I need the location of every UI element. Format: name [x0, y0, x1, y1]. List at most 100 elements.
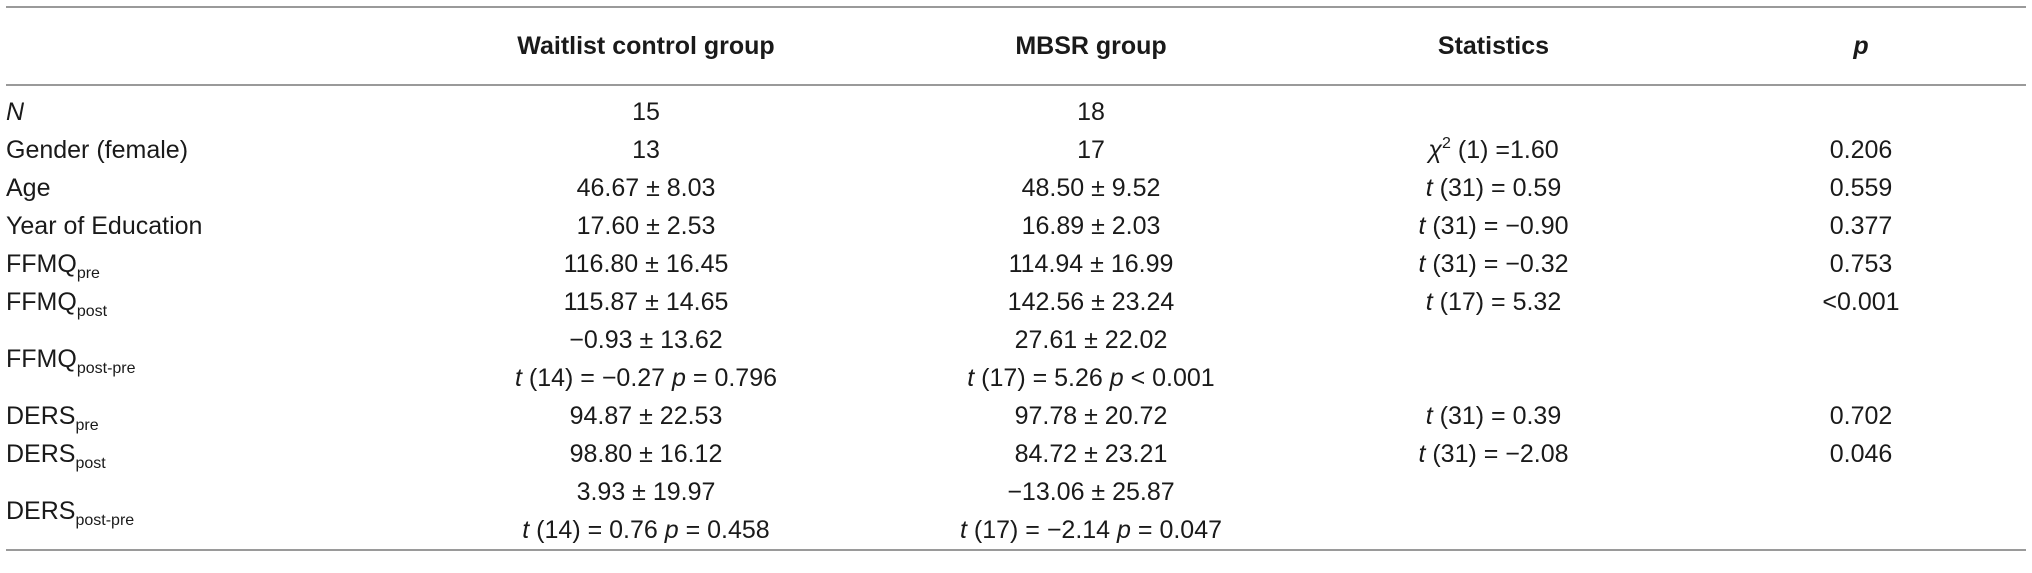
- table-row: Year of Education 17.60 ± 2.53 16.89 ± 2…: [6, 207, 2026, 245]
- row-label: DERSpost-pre: [6, 473, 401, 551]
- table-row: DERSpost 98.80 ± 16.12 84.72 ± 23.21 t (…: [6, 435, 2026, 473]
- label-subscript: post-pre: [76, 359, 136, 377]
- stat-value: (31) = 0.59: [1432, 173, 1562, 202]
- t-symbol: t: [1425, 287, 1433, 316]
- row-label: DERSpost: [6, 435, 401, 473]
- cell-p: 0.753: [1829, 249, 1893, 278]
- header-blank: [6, 6, 401, 86]
- cell-mbsr: 114.94 ± 16.99: [1008, 249, 1174, 278]
- table-row: FFMQpre 116.80 ± 16.45 114.94 ± 16.99 t …: [6, 245, 2026, 283]
- row-label: Age: [6, 173, 51, 202]
- stat-value: (31) = −0.90: [1425, 211, 1569, 240]
- label-subscript: pre: [75, 416, 99, 434]
- p-symbol: p: [672, 364, 686, 392]
- cell-statistics: t (31) = −2.08: [1291, 435, 1696, 473]
- cell-statistics: t (31) = −0.32: [1291, 245, 1696, 283]
- cell-waitlist: 17.60 ± 2.53: [576, 211, 716, 240]
- mean-sd: −0.93 ± 13.62: [569, 326, 723, 354]
- cell-p: [1696, 321, 2026, 397]
- stat-value: (17) = 5.32: [1432, 287, 1562, 316]
- cell-p: 0.046: [1829, 439, 1893, 468]
- stat-value: (1) =1.60: [1450, 135, 1559, 164]
- cell-mbsr: −13.06 ± 25.87 t (17) = −2.14 p = 0.047: [891, 473, 1291, 551]
- label-main: DERS: [6, 401, 76, 430]
- header-p: p: [1696, 6, 2026, 86]
- p-value: < 0.001: [1123, 364, 1215, 392]
- table-row: N 15 18: [6, 85, 2026, 131]
- cell-statistics: t (17) = 5.32: [1291, 283, 1696, 321]
- row-label: FFMQpost: [6, 283, 401, 321]
- p-value: = 0.796: [685, 364, 778, 392]
- cell-mbsr: 27.61 ± 22.02 t (17) = 5.26 p < 0.001: [891, 321, 1291, 397]
- cell-statistics: [1291, 473, 1696, 551]
- cell-mbsr: 17: [1077, 135, 1105, 164]
- cell-waitlist: 116.80 ± 16.45: [563, 249, 729, 278]
- demographics-table: Waitlist control group MBSR group Statis…: [6, 6, 2026, 551]
- label-main: FFMQ: [6, 249, 77, 278]
- header-waitlist: Waitlist control group: [401, 6, 891, 86]
- cell-mbsr: 16.89 ± 2.03: [1021, 211, 1161, 240]
- within-test: t (17) = −2.14 p = 0.047: [891, 511, 1291, 549]
- cell-mbsr: 142.56 ± 23.24: [1007, 287, 1175, 316]
- t-symbol: t: [514, 364, 522, 392]
- row-label: Gender (female): [6, 135, 189, 164]
- label-main: FFMQ: [6, 344, 77, 373]
- stat-value: (31) = −0.32: [1425, 249, 1569, 278]
- t-symbol: t: [1425, 173, 1433, 202]
- t-symbol: t: [1418, 211, 1426, 240]
- label-main: DERS: [6, 496, 76, 525]
- cell-statistics: t (31) = 0.39: [1291, 397, 1696, 435]
- cell-p: [1696, 85, 2026, 131]
- mean-sd: −13.06 ± 25.87: [1007, 478, 1175, 506]
- cell-waitlist: 13: [632, 135, 660, 164]
- cell-mbsr: 48.50 ± 9.52: [1021, 173, 1161, 202]
- t-symbol: t: [522, 516, 530, 544]
- cell-statistics: t (31) = 0.59: [1291, 169, 1696, 207]
- label-subscript: pre: [76, 264, 100, 282]
- t-symbol: t: [1425, 401, 1433, 430]
- cell-statistics: t (31) = −0.90: [1291, 207, 1696, 245]
- cell-waitlist: 46.67 ± 8.03: [576, 173, 716, 202]
- p-symbol: p: [1117, 516, 1131, 544]
- cell-mbsr: 97.78 ± 20.72: [1014, 401, 1168, 430]
- cell-waitlist: 3.93 ± 19.97 t (14) = 0.76 p = 0.458: [401, 473, 891, 551]
- label-subscript: post: [75, 454, 106, 472]
- within-test: t (14) = −0.27 p = 0.796: [401, 359, 891, 397]
- stat-value: (31) = −2.08: [1425, 439, 1569, 468]
- cell-statistics: [1291, 321, 1696, 397]
- cell-p: 0.206: [1829, 135, 1893, 164]
- t-symbol: t: [1418, 249, 1426, 278]
- t-symbol: t: [967, 364, 975, 392]
- p-symbol: p: [1109, 364, 1124, 392]
- chi-superscript: 2: [1442, 134, 1451, 152]
- label-subscript: post-pre: [75, 511, 135, 529]
- table-row: Age 46.67 ± 8.03 48.50 ± 9.52 t (31) = 0…: [6, 169, 2026, 207]
- label-main: DERS: [6, 439, 76, 468]
- p-value: = 0.047: [1130, 516, 1223, 544]
- cell-mbsr: 84.72 ± 23.21: [1014, 439, 1168, 468]
- stat-value: (31) = 0.39: [1432, 401, 1562, 430]
- cell-mbsr: 18: [1077, 98, 1105, 126]
- table-row: Gender (female) 13 17 χ2 (1) =1.60 0.206: [6, 131, 2026, 169]
- chi-symbol: χ: [1428, 135, 1443, 164]
- cell-statistics: χ2 (1) =1.60: [1291, 131, 1696, 169]
- cell-p: [1696, 473, 2026, 551]
- row-label: Year of Education: [6, 211, 203, 240]
- label-subscript: post: [76, 302, 108, 320]
- cell-waitlist: −0.93 ± 13.62 t (14) = −0.27 p = 0.796: [401, 321, 891, 397]
- within-test: t (17) = 5.26 p < 0.001: [891, 359, 1291, 397]
- cell-p: 0.559: [1829, 173, 1893, 202]
- cell-p: 0.702: [1829, 401, 1893, 430]
- cell-waitlist: 15: [632, 98, 660, 126]
- header-mbsr: MBSR group: [891, 6, 1291, 86]
- header-statistics: Statistics: [1291, 6, 1696, 86]
- cell-p: <0.001: [1822, 287, 1900, 316]
- t-symbol: t: [959, 516, 967, 544]
- row-label: FFMQpost-pre: [6, 321, 401, 397]
- mean-sd: 3.93 ± 19.97: [576, 478, 716, 506]
- row-label: N: [6, 98, 25, 126]
- cell-p: 0.377: [1829, 211, 1893, 240]
- mean-sd: 27.61 ± 22.02: [1014, 326, 1168, 354]
- row-label: FFMQpre: [6, 245, 401, 283]
